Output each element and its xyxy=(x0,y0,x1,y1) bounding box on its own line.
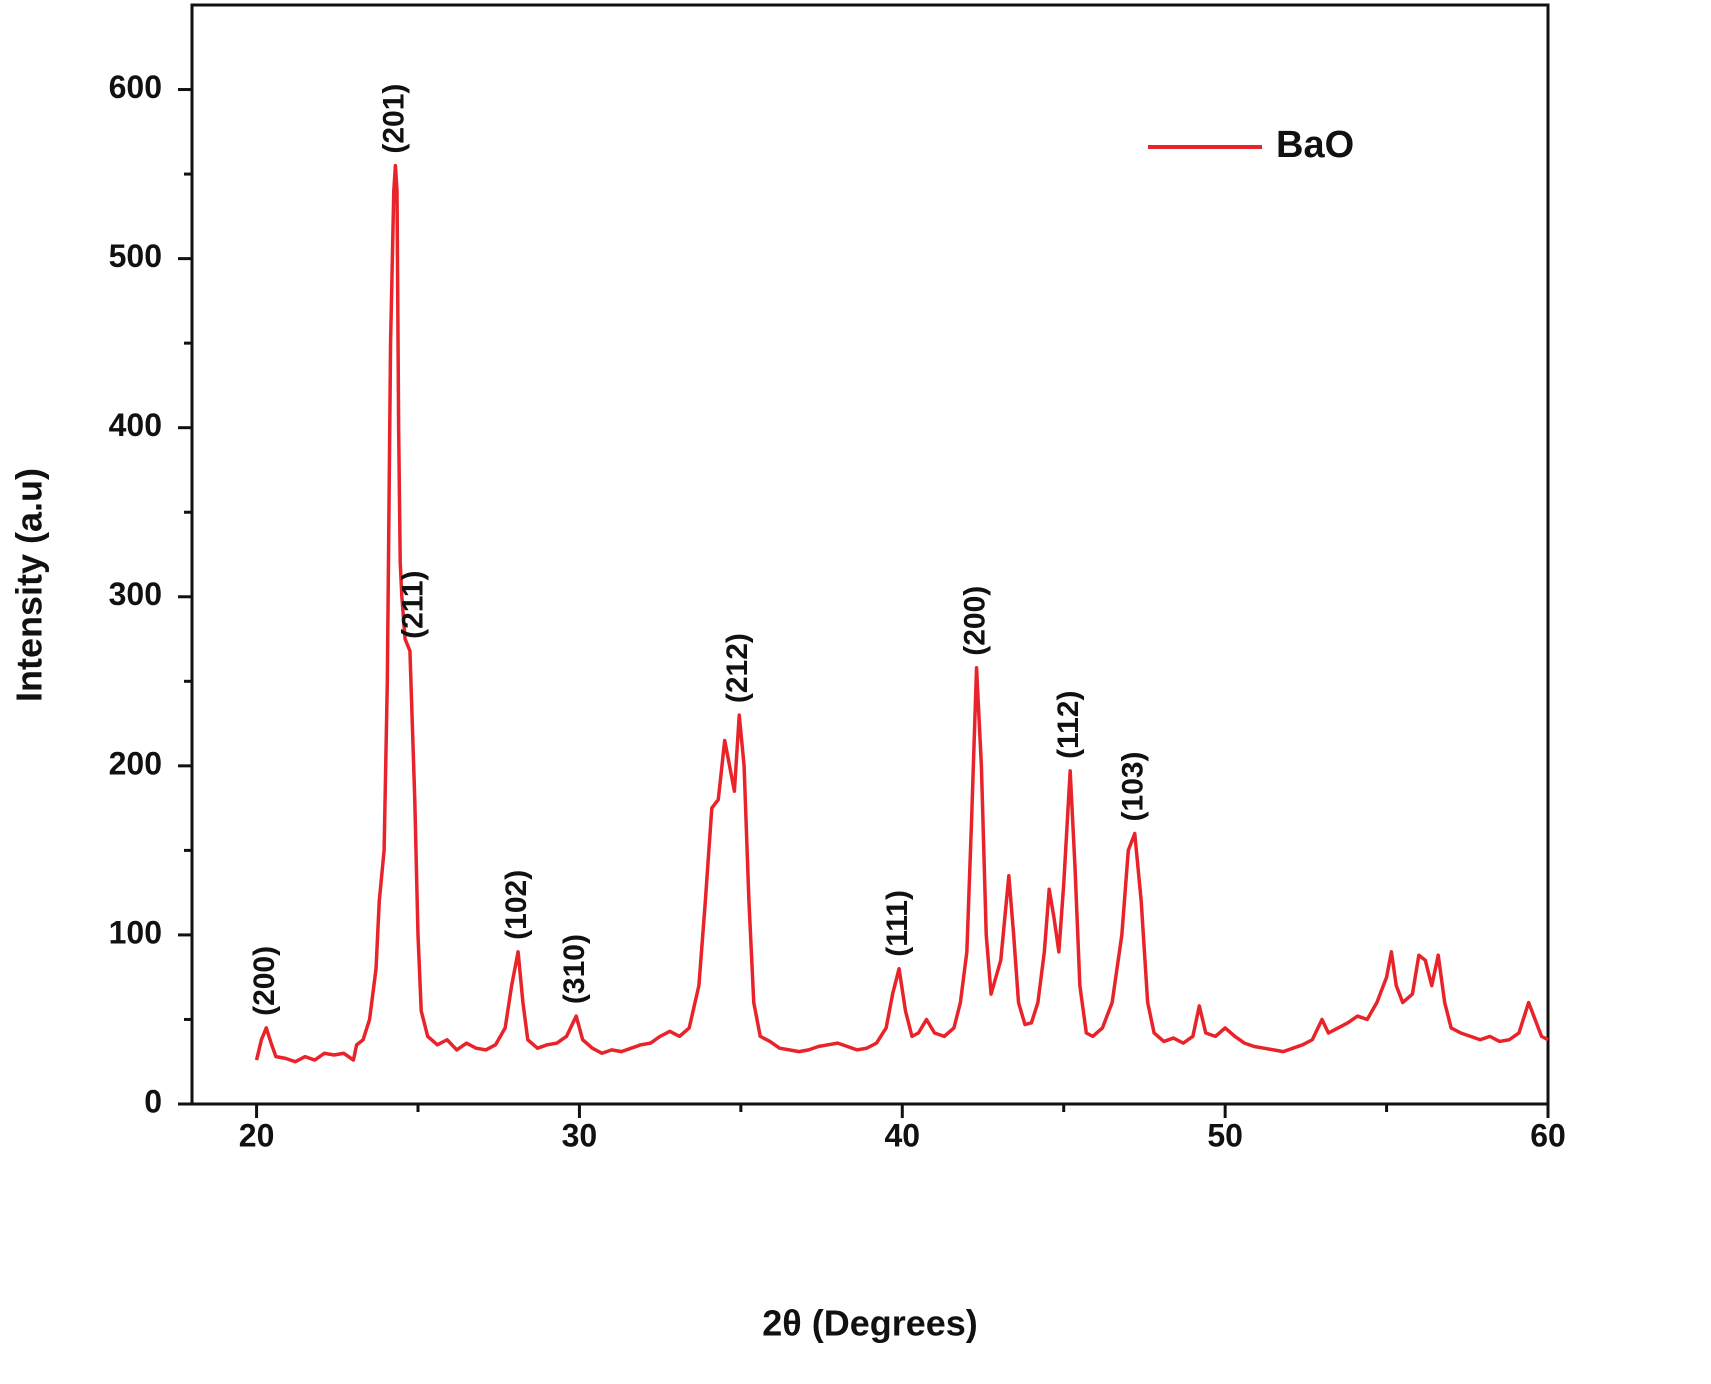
x-tick-label: 40 xyxy=(884,1117,920,1153)
peak-label: (111) xyxy=(881,890,914,957)
y-tick-label: 100 xyxy=(109,914,162,950)
y-tick-label: 0 xyxy=(144,1083,162,1119)
x-tick-label: 30 xyxy=(562,1117,598,1153)
x-tick-label: 60 xyxy=(1530,1117,1566,1153)
x-axis-label: 2θ (Degrees) xyxy=(762,1303,978,1344)
peak-label: (310) xyxy=(558,934,591,1004)
y-tick-label: 200 xyxy=(109,745,162,781)
plot-frame xyxy=(190,3,1550,1106)
peak-label: (112) xyxy=(1052,691,1085,759)
peak-label: (103) xyxy=(1117,751,1150,821)
y-axis-label: Intensity (a.u) xyxy=(9,468,50,702)
legend-label: BaO xyxy=(1276,124,1354,166)
peak-label: (212) xyxy=(721,633,754,703)
y-tick-label: 500 xyxy=(109,238,162,274)
peak-label: (201) xyxy=(377,84,410,154)
data-line xyxy=(254,163,1549,1064)
x-tick-label: 20 xyxy=(239,1117,275,1153)
peak-label: (211) xyxy=(397,570,430,638)
peak-label: (102) xyxy=(500,870,533,940)
y-tick-label: 400 xyxy=(109,407,162,443)
y-tick-label: 300 xyxy=(109,576,162,612)
y-tick-label: 600 xyxy=(109,69,162,105)
peak-label: (200) xyxy=(958,586,991,656)
x-tick-label: 50 xyxy=(1207,1117,1243,1153)
peak-label: (200) xyxy=(248,946,281,1016)
